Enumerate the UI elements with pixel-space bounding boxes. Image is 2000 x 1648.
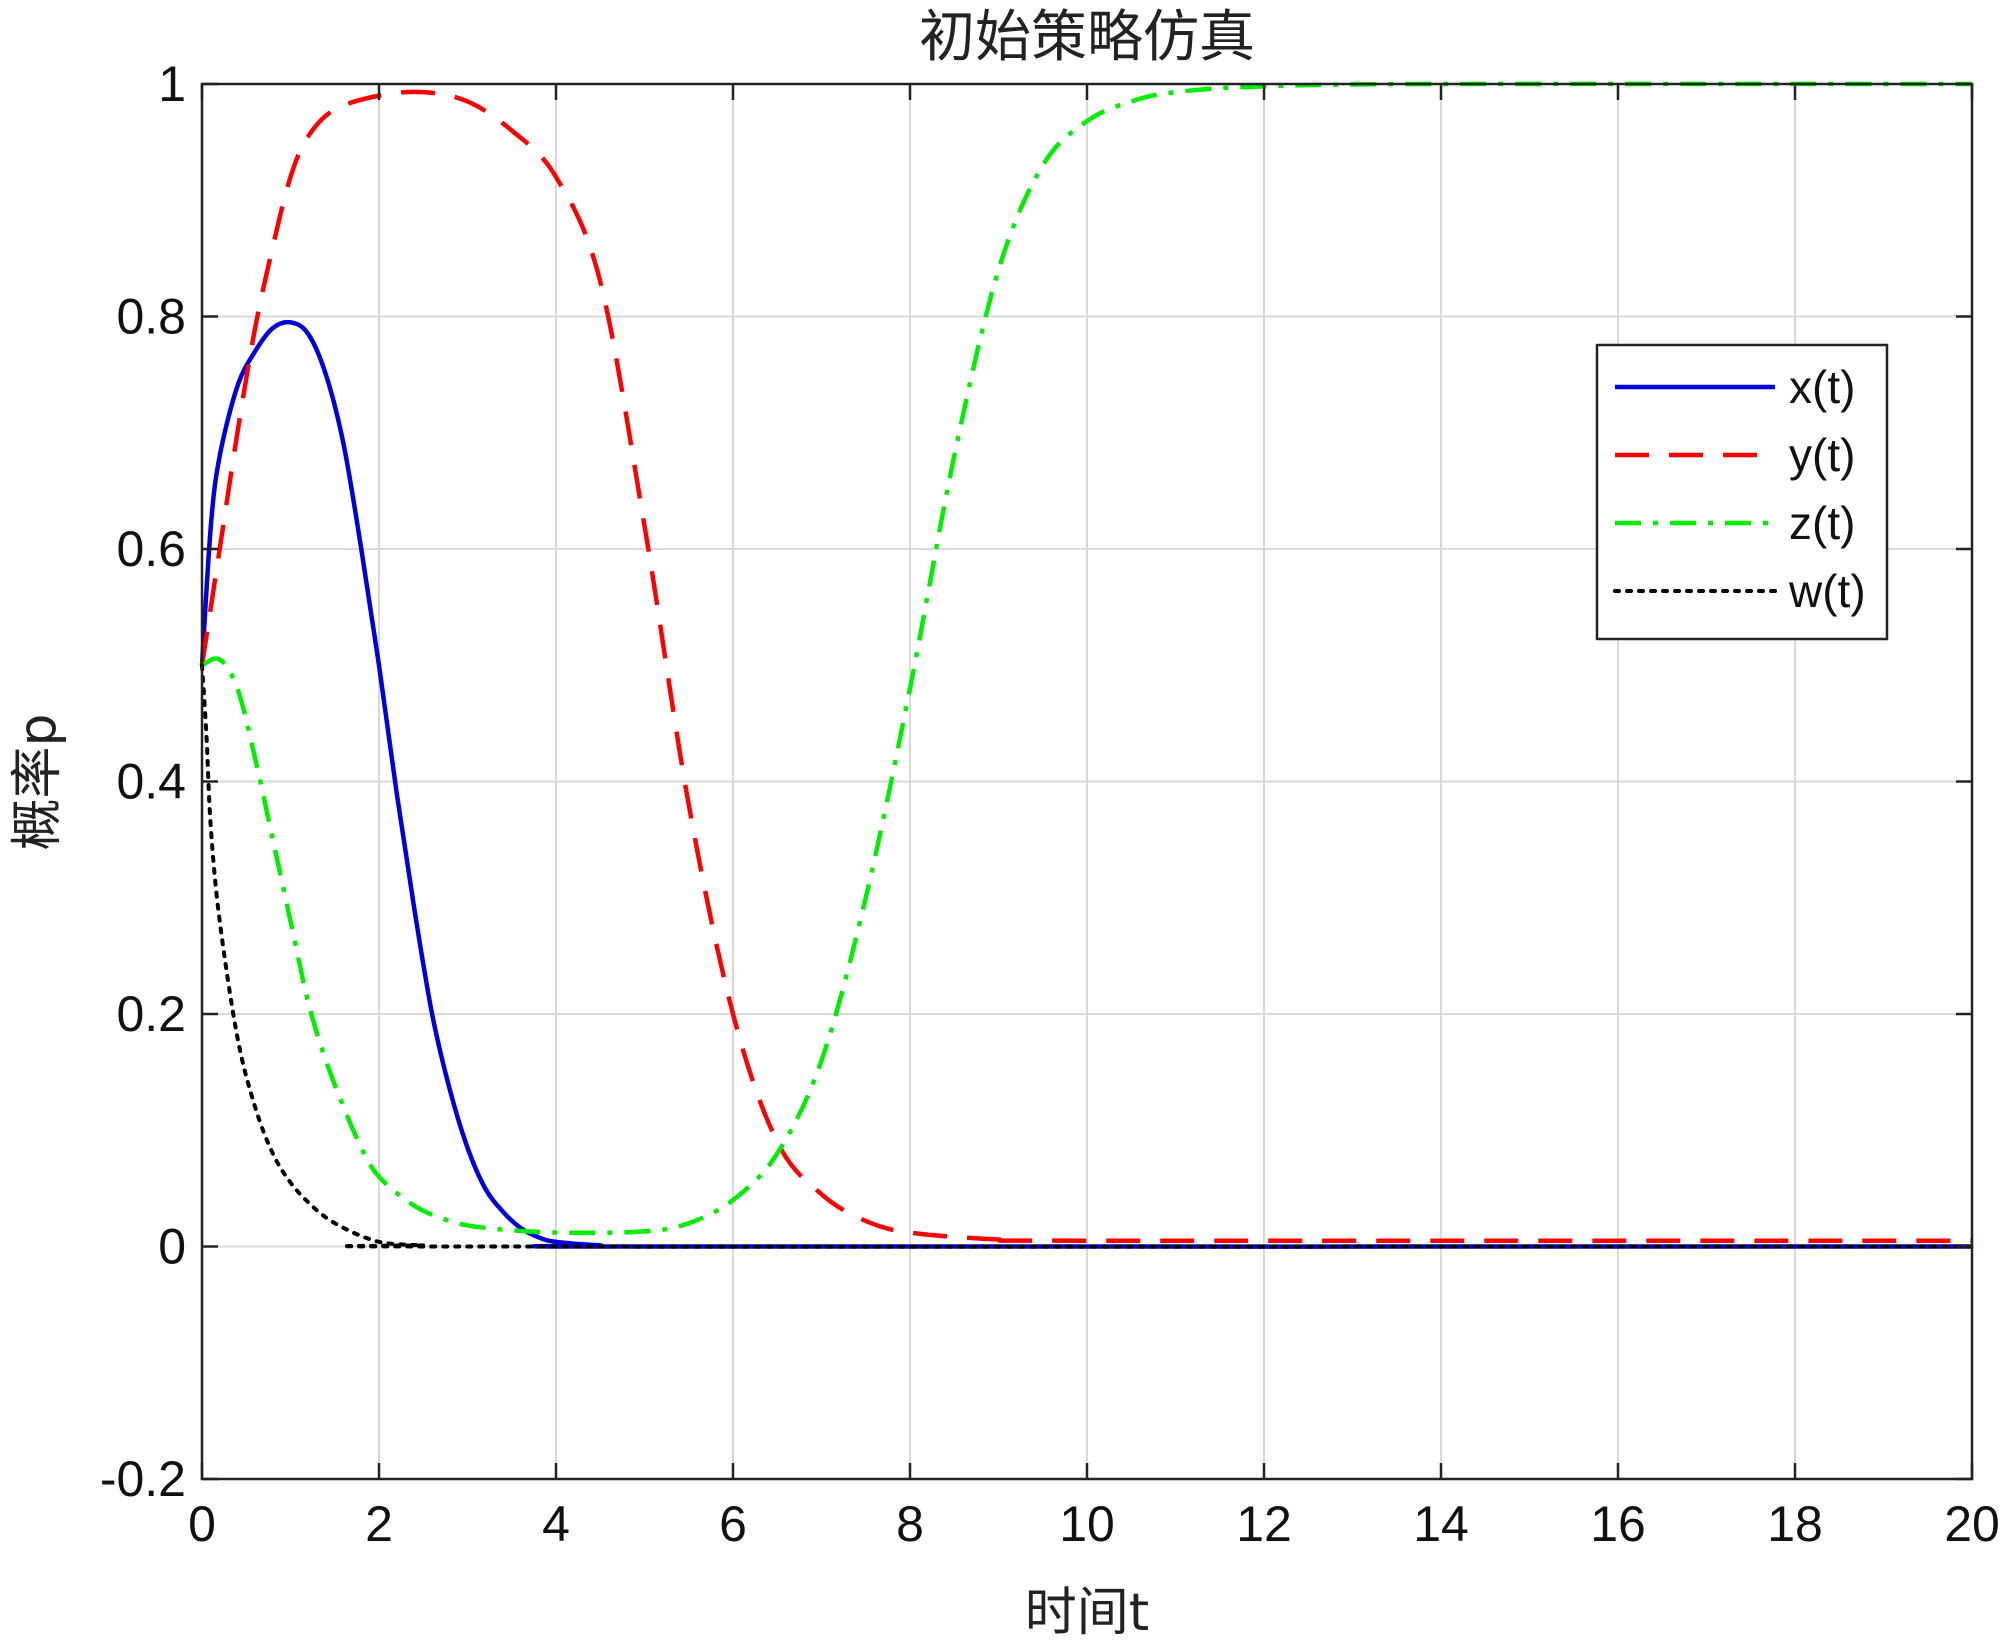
chart-title: 初始策略仿真 bbox=[919, 5, 1255, 70]
x-tick-label: 14 bbox=[1413, 1496, 1469, 1552]
x-tick-label: 16 bbox=[1590, 1496, 1646, 1552]
series-layer bbox=[199, 81, 1974, 1249]
grid bbox=[202, 84, 1972, 1479]
y-tick-label: 0.8 bbox=[116, 289, 186, 345]
series-line-yt bbox=[199, 89, 1973, 1244]
legend-label: z(t) bbox=[1789, 497, 1855, 549]
y-tick-label: 0.6 bbox=[116, 521, 186, 577]
y-tick-label: -0.2 bbox=[100, 1451, 186, 1507]
legend-label: w(t) bbox=[1788, 565, 1866, 617]
y-axis-label: 概率p bbox=[8, 713, 68, 850]
legend-label: x(t) bbox=[1789, 361, 1855, 413]
legend-label: y(t) bbox=[1789, 429, 1855, 481]
x-tick-label: 10 bbox=[1059, 1496, 1115, 1552]
y-tick-label: 0 bbox=[158, 1219, 186, 1275]
y-tick-label: 1 bbox=[158, 56, 186, 112]
y-tick-label: 0.4 bbox=[116, 754, 186, 810]
x-tick-label: 12 bbox=[1236, 1496, 1292, 1552]
y-tick-label: 0.2 bbox=[116, 986, 186, 1042]
x-tick-label: 8 bbox=[896, 1496, 924, 1552]
legend: x(t) y(t) z(t) w(t) bbox=[1595, 343, 1889, 641]
x-tick-label: 20 bbox=[1944, 1496, 2000, 1552]
x-tick-label: 0 bbox=[188, 1496, 216, 1552]
x-tick-label: 2 bbox=[365, 1496, 393, 1552]
series-line-zt bbox=[200, 81, 1973, 1236]
series-line-wt bbox=[200, 663, 1974, 1249]
x-tick-label: 4 bbox=[542, 1496, 570, 1552]
x-axis-label: 时间t bbox=[1025, 1583, 1149, 1643]
legend-box bbox=[1595, 343, 1889, 641]
x-tick-label: 18 bbox=[1767, 1496, 1823, 1552]
x-tick-label: 6 bbox=[719, 1496, 747, 1552]
ticks: 0 2 4 6 8 10 12 14 16 18 20-0.200.20.40.60.81 bbox=[100, 56, 2000, 1552]
